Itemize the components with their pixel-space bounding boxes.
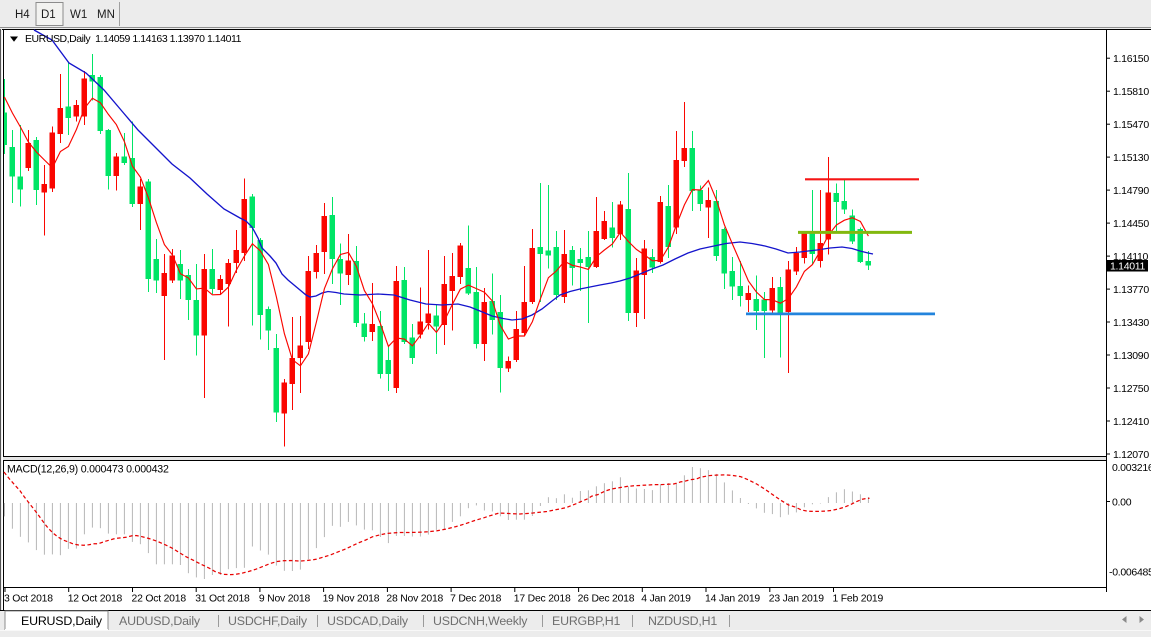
- svg-text:MACD(12,26,9) 0.000473 0.00043: MACD(12,26,9) 0.000473 0.000432: [7, 464, 169, 476]
- svg-text:AUDUSD,Daily: AUDUSD,Daily: [119, 614, 201, 628]
- svg-text:1.15470: 1.15470: [1113, 119, 1149, 131]
- svg-text:USDCHF,Daily: USDCHF,Daily: [228, 614, 308, 628]
- svg-text:26 Dec 2018: 26 Dec 2018: [578, 594, 635, 605]
- svg-text:D1: D1: [41, 9, 56, 21]
- svg-text:28 Nov 2018: 28 Nov 2018: [386, 594, 443, 605]
- svg-text:0.00: 0.00: [1112, 496, 1132, 508]
- svg-text:17 Dec 2018: 17 Dec 2018: [514, 594, 571, 605]
- svg-text:1.12750: 1.12750: [1113, 383, 1149, 395]
- svg-text:EURUSD,Daily 1.14059 1.14163: EURUSD,Daily 1.14059 1.14163 1.13970 1.1…: [25, 33, 242, 45]
- svg-text:EURUSD,Daily: EURUSD,Daily: [21, 614, 103, 628]
- svg-text:12 Oct 2018: 12 Oct 2018: [68, 594, 123, 605]
- svg-text:NZDUSD,H1: NZDUSD,H1: [648, 614, 717, 628]
- svg-text:3 Oct 2018: 3 Oct 2018: [4, 594, 53, 605]
- svg-text:22 Oct 2018: 22 Oct 2018: [132, 594, 187, 605]
- svg-text:H4: H4: [15, 9, 30, 21]
- svg-text:4 Jan 2019: 4 Jan 2019: [641, 594, 691, 605]
- svg-text:1.15810: 1.15810: [1113, 86, 1149, 98]
- svg-text:1.13430: 1.13430: [1113, 317, 1149, 329]
- svg-text:1.14790: 1.14790: [1113, 185, 1149, 197]
- svg-text:19 Nov 2018: 19 Nov 2018: [323, 594, 380, 605]
- svg-text:W1: W1: [70, 9, 87, 21]
- svg-text:0.003216: 0.003216: [1112, 462, 1151, 474]
- svg-text:14 Jan 2019: 14 Jan 2019: [705, 594, 760, 605]
- svg-text:USDCAD,Daily: USDCAD,Daily: [327, 614, 409, 628]
- svg-text:23 Jan 2019: 23 Jan 2019: [769, 594, 824, 605]
- svg-text:1.16150: 1.16150: [1113, 53, 1149, 65]
- svg-text:-0.006485: -0.006485: [1109, 566, 1151, 578]
- svg-text:1.15130: 1.15130: [1113, 152, 1149, 164]
- svg-text:31 Oct 2018: 31 Oct 2018: [195, 594, 250, 605]
- svg-text:1.14011: 1.14011: [1110, 261, 1146, 273]
- svg-text:1.13090: 1.13090: [1113, 350, 1149, 362]
- svg-text:EURGBP,H1: EURGBP,H1: [552, 614, 621, 628]
- svg-text:MN: MN: [97, 9, 115, 21]
- svg-text:1.14450: 1.14450: [1113, 218, 1149, 230]
- svg-text:1.12410: 1.12410: [1113, 416, 1149, 428]
- svg-text:1.13770: 1.13770: [1113, 284, 1149, 296]
- svg-text:7 Dec 2018: 7 Dec 2018: [450, 594, 502, 605]
- svg-text:USDCNH,Weekly: USDCNH,Weekly: [433, 614, 528, 628]
- svg-text:1.12070: 1.12070: [1113, 449, 1149, 461]
- svg-text:9 Nov 2018: 9 Nov 2018: [259, 594, 311, 605]
- svg-text:1.14110: 1.14110: [1113, 251, 1149, 263]
- svg-text:1 Feb 2019: 1 Feb 2019: [833, 594, 884, 605]
